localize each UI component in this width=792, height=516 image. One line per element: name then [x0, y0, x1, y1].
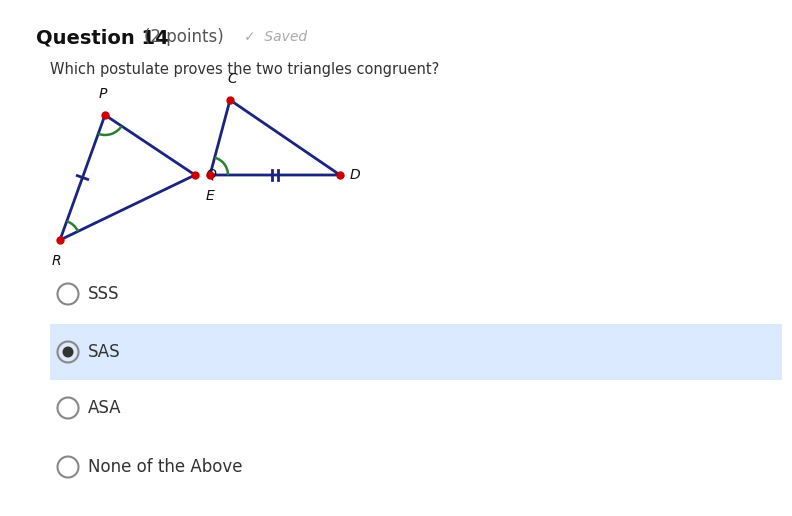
Text: R: R	[51, 254, 61, 268]
Circle shape	[63, 347, 74, 358]
Text: ✓  Saved: ✓ Saved	[244, 30, 307, 44]
Text: ASA: ASA	[88, 399, 121, 417]
Text: Which postulate proves the two triangles congruent?: Which postulate proves the two triangles…	[50, 62, 440, 77]
Text: (2 points): (2 points)	[144, 28, 224, 46]
FancyBboxPatch shape	[50, 324, 782, 380]
Text: E: E	[206, 189, 215, 203]
Text: D: D	[350, 168, 360, 182]
Text: Q: Q	[205, 168, 216, 182]
Text: SSS: SSS	[88, 285, 120, 303]
Text: C: C	[227, 72, 237, 86]
Text: P: P	[99, 87, 107, 101]
Text: SAS: SAS	[88, 343, 120, 361]
Text: Question 14: Question 14	[36, 28, 169, 47]
Text: None of the Above: None of the Above	[88, 458, 242, 476]
